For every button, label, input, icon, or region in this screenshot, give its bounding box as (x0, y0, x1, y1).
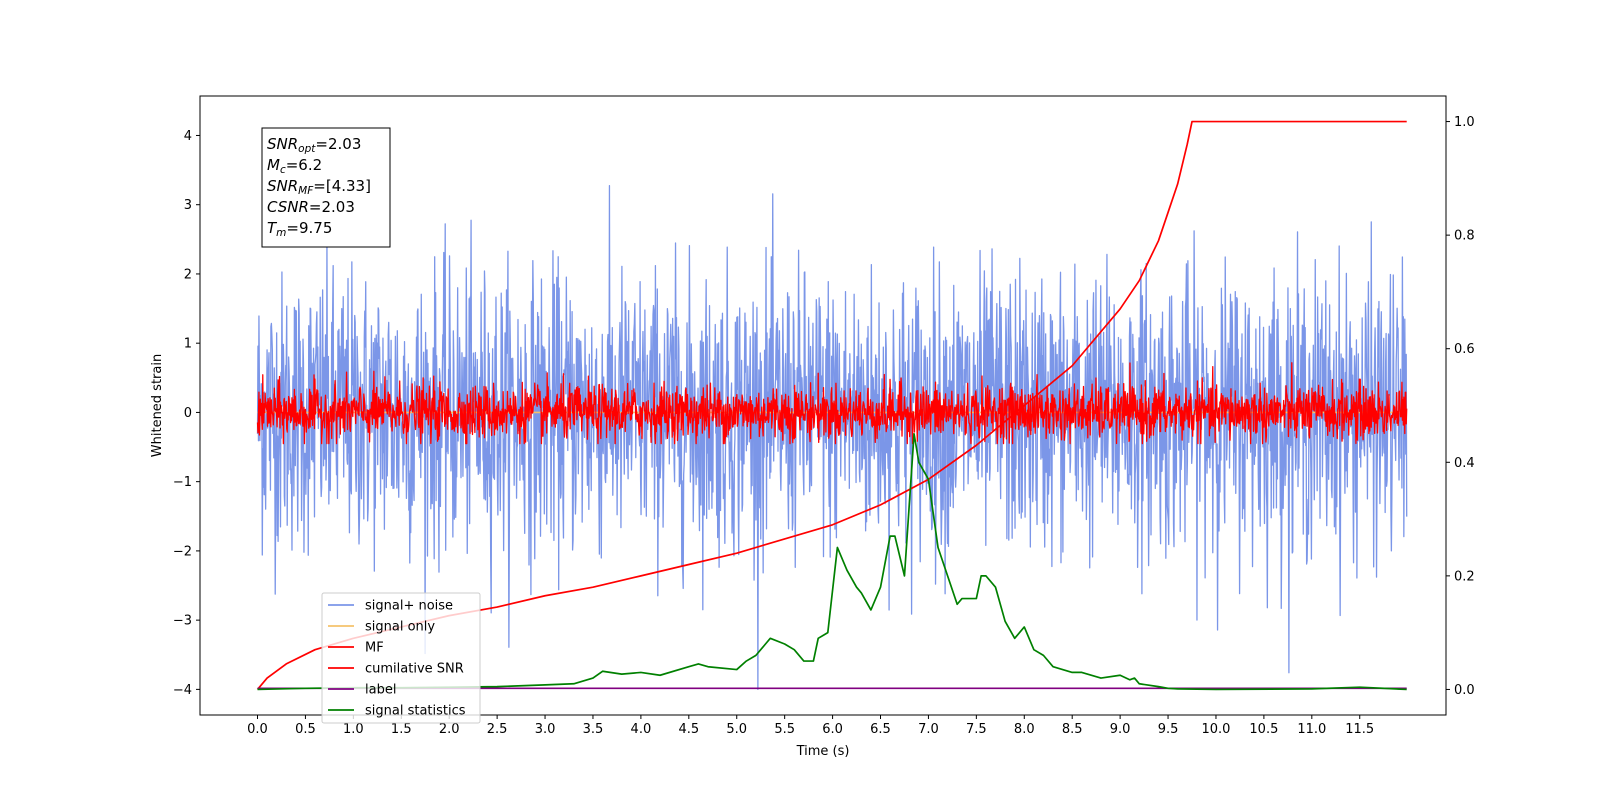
x-axis: 0.0 0.5 1.0 1.5 2.0 2.5 3.0 3.5 4.0 4.5 5.0 5.5 6.0 6… (247, 715, 1374, 737)
x-tick-label: 10.5 (1249, 722, 1278, 737)
x-tick-label: 5.5 (774, 722, 795, 737)
legend-label-signal-statistics: signal statistics (365, 704, 466, 719)
y-left-tick-label: 0 (184, 406, 192, 421)
legend-frame (321, 592, 481, 724)
y-right-tick-label: 0.6 (1454, 342, 1475, 357)
y-left-tick-label: 4 (184, 129, 192, 144)
legend-label-label: label (365, 683, 396, 698)
y-right-tick-label: 1.0 (1454, 115, 1475, 130)
x-tick-label: 11.0 (1297, 722, 1326, 737)
x-tick-label: 4.5 (678, 722, 699, 737)
legend-label-cumilative-snr: cumilative SNR (365, 662, 464, 677)
x-tick-label: 0.0 (247, 722, 268, 737)
y-axis-right: 0.0 0.2 0.4 0.6 0.8 1.0 (1446, 115, 1475, 698)
y-left-tick-label: −2 (173, 544, 192, 559)
y-right-tick-label: 0.2 (1454, 569, 1475, 584)
x-tick-label: 0.5 (295, 722, 316, 737)
y-axis-left-label: Whitened strain (150, 354, 165, 457)
y-left-tick-label: 3 (184, 198, 192, 213)
x-tick-label: 7.0 (918, 722, 939, 737)
annotation-line: SNRMF=[4.33] (267, 177, 371, 197)
x-tick-label: 6.5 (870, 722, 891, 737)
x-tick-label: 6.0 (822, 722, 843, 737)
plot-frame (199, 95, 1447, 716)
x-tick-label: 3.0 (535, 722, 556, 737)
y-left-tick-label: −3 (173, 614, 192, 629)
y-left-tick-label: 1 (184, 337, 192, 352)
x-tick-label: 4.0 (631, 722, 652, 737)
x-tick-label: 10.0 (1201, 722, 1230, 737)
annotation-line: CSNR=2.03 (267, 198, 355, 216)
annotation-line: Mc=6.2 (267, 156, 322, 176)
legend-label-signal-noise: signal+ noise (365, 599, 453, 614)
y-axis-left: −4 −3 −2 −1 0 1 2 3 4 (173, 129, 200, 698)
y-right-tick-label: 0.8 (1454, 229, 1475, 244)
annotation-line: SNRopt=2.03 (267, 135, 361, 155)
x-tick-label: 9.5 (1158, 722, 1179, 737)
x-tick-label: 3.5 (583, 722, 604, 737)
annotation-frame (261, 127, 391, 248)
x-tick-label: 11.5 (1345, 722, 1374, 737)
series-line-mf (256, 362, 1408, 445)
x-tick-label: 8.5 (1062, 722, 1083, 737)
y-right-tick-label: 0.0 (1454, 683, 1475, 698)
y-left-tick-label: −1 (173, 475, 192, 490)
legend: signal+ noise signal only MF cumilative SNR… (321, 592, 481, 724)
y-left-tick-label: −4 (173, 683, 192, 698)
x-tick-label: 9.0 (1110, 722, 1131, 737)
series-line-signal-statistics (257, 433, 1407, 691)
x-tick-label: 2.0 (439, 722, 460, 737)
legend-label-signal-only: signal only (365, 620, 435, 635)
y-right-tick-label: 0.4 (1454, 456, 1475, 471)
x-tick-label: 1.5 (391, 722, 412, 737)
x-tick-label: 5.0 (726, 722, 747, 737)
x-axis-label: Time (s) (796, 744, 850, 759)
x-tick-label: 7.5 (966, 722, 987, 737)
x-tick-label: 8.0 (1014, 722, 1035, 737)
x-tick-label: 1.0 (343, 722, 364, 737)
annotation-line: Tm=9.75 (267, 219, 332, 239)
y-left-tick-label: 2 (184, 267, 192, 282)
legend-label-mf: MF (365, 641, 384, 656)
x-tick-label: 2.5 (487, 722, 508, 737)
